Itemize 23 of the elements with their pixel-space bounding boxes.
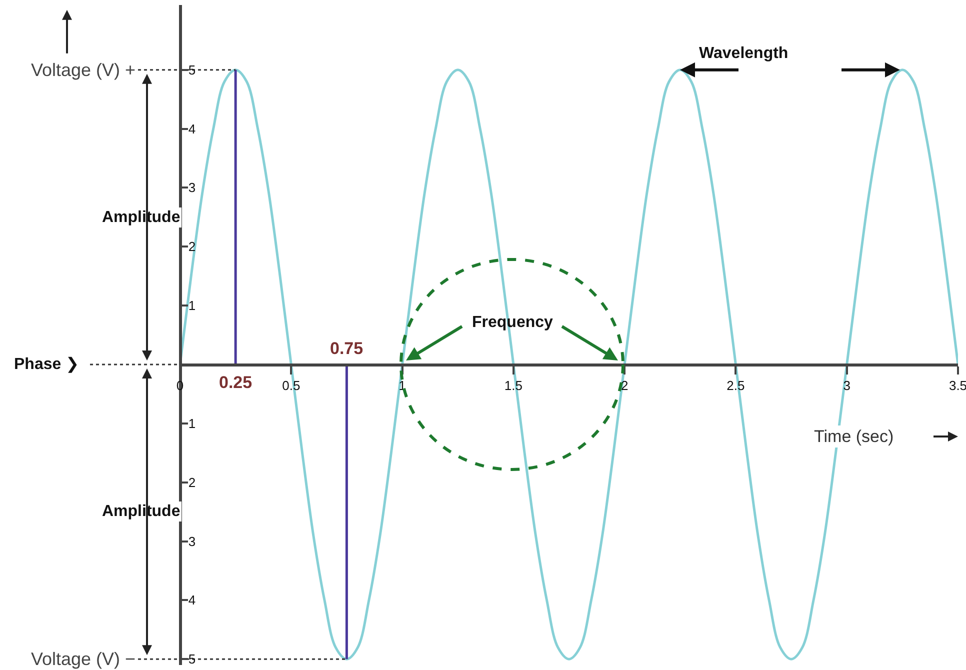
x-tick-label: 3 — [843, 378, 850, 394]
x-tick-label: 1.5 — [504, 378, 522, 394]
y-tick-label: 4 — [188, 121, 196, 136]
annotation: 0.75 — [330, 339, 364, 358]
annotation: Wavelength — [699, 45, 788, 62]
y-tick-label: 3 — [188, 180, 196, 196]
y-tick-label: 3 — [188, 534, 196, 549]
text: Phase ❯ — [14, 356, 79, 373]
y-tick-label: 1 — [188, 298, 196, 314]
text: Voltage (V) − — [31, 649, 136, 669]
x-axis-title: Time (sec) — [814, 427, 894, 446]
x-tick-label: 2 — [620, 378, 628, 394]
annotation: 0.25 — [219, 373, 252, 392]
y-tick-label: 5 — [188, 62, 196, 78]
text: Voltage (V) + — [31, 60, 136, 80]
y-tick-label: 2 — [188, 474, 196, 490]
annotation: Frequency — [472, 314, 554, 331]
x-tick-label: 2.5 — [726, 378, 745, 394]
y-tick-label: 1 — [188, 416, 196, 431]
y-tick-label: 5 — [188, 652, 196, 667]
y-tick-label: 4 — [188, 592, 196, 608]
y-tick-label: 2 — [188, 239, 196, 254]
x-tick-label: 0.5 — [282, 378, 300, 394]
